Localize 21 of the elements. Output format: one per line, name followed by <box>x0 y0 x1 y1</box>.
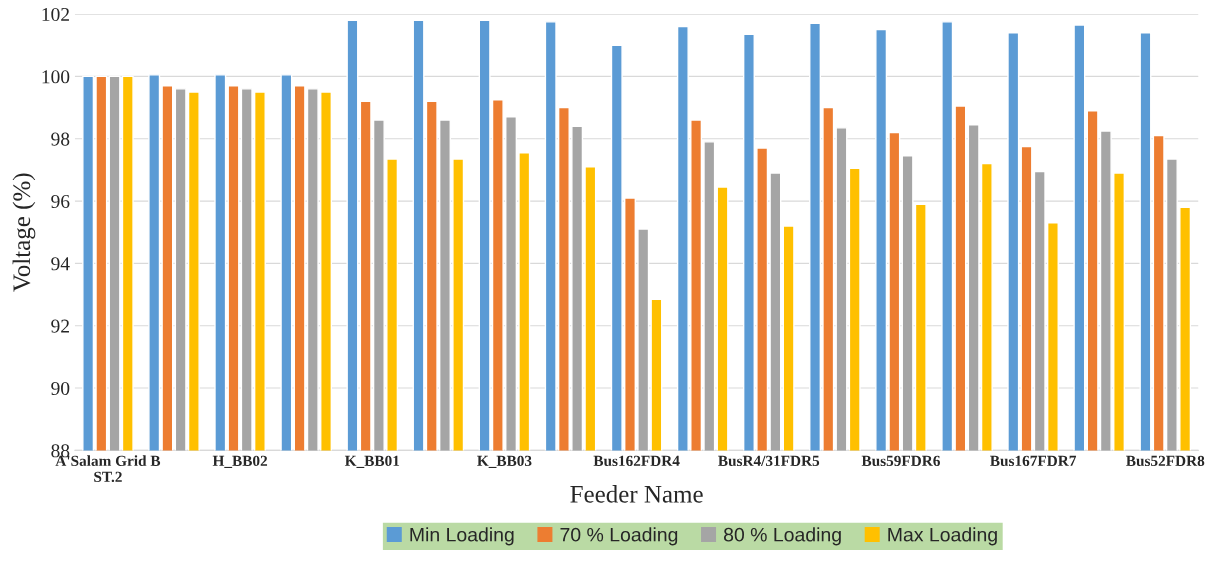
x-tick-label: K_BB03 <box>477 455 532 468</box>
y-tick-label: 90 <box>51 381 70 396</box>
legend-label: 80 % Loading <box>723 527 841 546</box>
x-axis-title: Feeder Name <box>570 485 703 503</box>
x-tick-label: K_BB01 <box>344 455 400 468</box>
y-tick-label: 102 <box>42 7 69 22</box>
x-tick-label: Bus162FDR4 <box>593 455 680 467</box>
legend-label: Max Loading <box>888 527 997 546</box>
legend-label: Min Loading <box>410 527 514 546</box>
y-tick-label: 98 <box>51 132 70 146</box>
x-tick-label: H_BB02 <box>212 455 268 468</box>
y-axis-title: Voltage (%) <box>12 173 36 292</box>
x-tick-label: BusR4/31FDR5 <box>718 455 820 467</box>
y-tick-label: 92 <box>51 319 69 333</box>
x-tick-label: Bus167FDR7 <box>990 455 1077 467</box>
y-tick-label: 100 <box>42 70 70 84</box>
y-tick-label: 96 <box>51 194 70 209</box>
y-tick-label: 94 <box>51 257 70 271</box>
x-tick-label: Bus52FDR8 <box>1126 455 1205 467</box>
legend-label: 70 % Loading <box>560 527 678 546</box>
x-tick-label: Bus59FDR6 <box>861 455 940 467</box>
